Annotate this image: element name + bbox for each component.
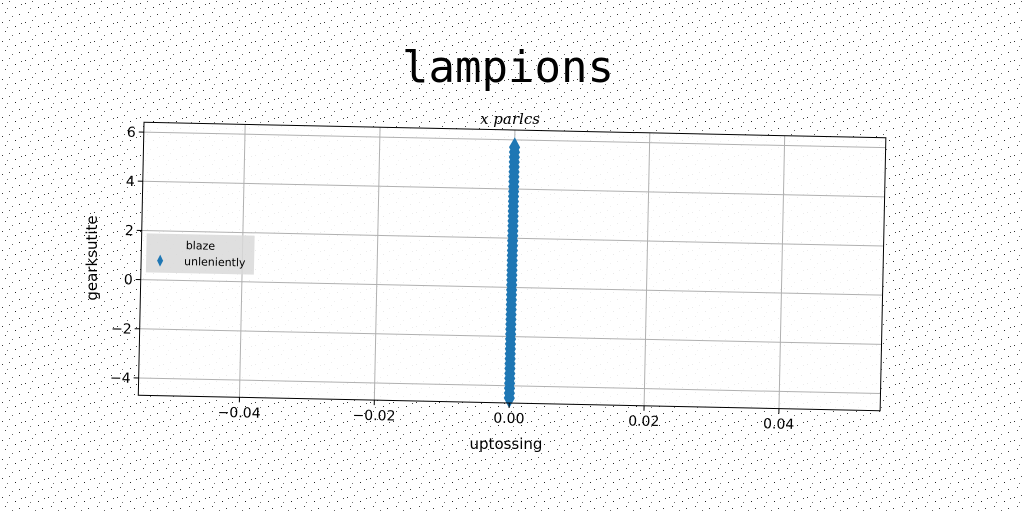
y-tick-label: 0 — [124, 272, 133, 288]
scatter-points — [503, 137, 521, 409]
legend: blaze unleniently — [145, 233, 255, 275]
x-tick-label: 0.00 — [493, 411, 525, 428]
legend-title: blaze — [186, 239, 216, 253]
x-tick-label: −0.02 — [352, 408, 395, 425]
scatter-point — [509, 137, 521, 158]
legend-marker — [157, 254, 164, 267]
x-tick-label: −0.04 — [218, 405, 261, 422]
y-tick-label: −2 — [111, 321, 132, 337]
y-axis-label: gearksutite — [83, 215, 101, 300]
chart-title: lampions — [402, 42, 614, 93]
legend-entry-label: unleniently — [184, 255, 246, 269]
y-tick-label: 4 — [126, 174, 135, 190]
x-tick-label: 0.02 — [628, 413, 660, 430]
x-tick-label: 0.04 — [763, 416, 795, 433]
y-tick-label: −4 — [110, 370, 131, 386]
legend-box — [145, 233, 255, 275]
y-tick-label: 2 — [125, 223, 134, 239]
y-tick-label: 6 — [127, 125, 136, 141]
top-axis-label: x parlcs — [480, 110, 540, 128]
x-gridline — [778, 135, 786, 409]
x-axis-label: uptossing — [470, 435, 543, 453]
x-gridline — [373, 127, 381, 401]
axis-ticks: −0.04 −0.02 0.00 0.02 0.04 −4 −2 0 2 4 6 — [110, 125, 795, 433]
x-gridline — [643, 132, 651, 406]
